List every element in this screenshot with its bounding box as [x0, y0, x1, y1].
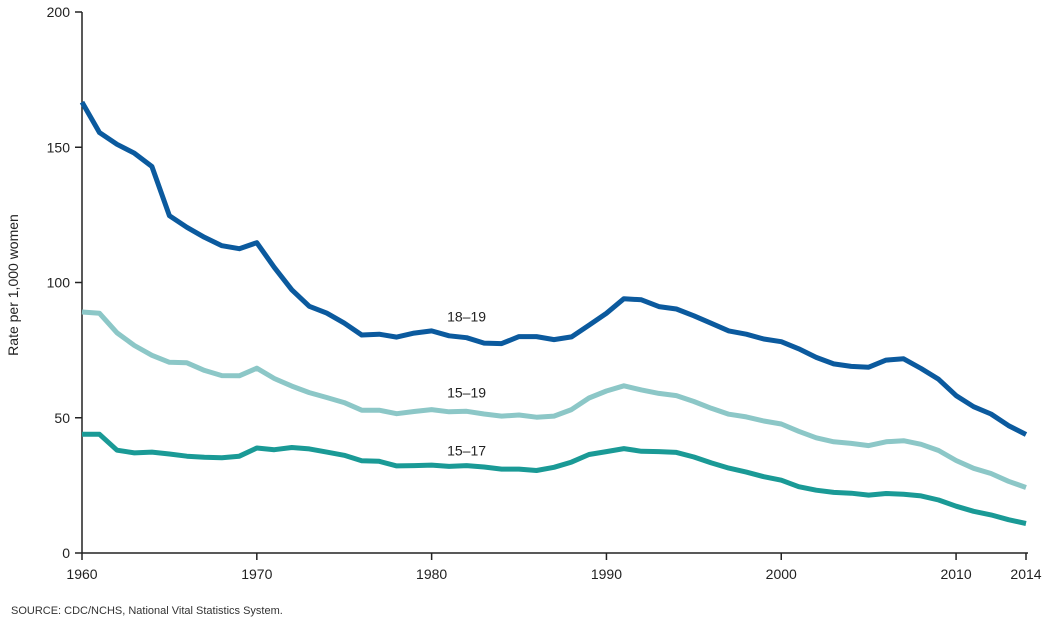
series-label-0: 18–19 [447, 309, 486, 325]
x-tick-label: 2010 [940, 566, 971, 582]
source-note: SOURCE: CDC/NCHS, National Vital Statist… [11, 605, 283, 617]
y-tick-label: 0 [62, 545, 70, 561]
axes: 0 50 100 150 200 1960 1970 1980 1990 2000 2010 201… [47, 4, 1042, 582]
y-axis-title: Rate per 1,000 women [5, 214, 21, 356]
y-ticks: 0 50 100 150 200 [47, 4, 82, 561]
x-tick-label: 1990 [591, 566, 622, 582]
y-tick-label: 100 [47, 275, 71, 291]
series-label-2: 15–17 [447, 443, 486, 459]
series-line-2 [82, 431, 1027, 526]
y-tick-label: 150 [47, 139, 71, 155]
line-chart: 0 50 100 150 200 1960 1970 1980 1990 2000 2010 201… [5, 4, 1042, 582]
y-tick-label: 200 [47, 4, 71, 20]
series-group [79, 100, 1028, 526]
x-tick-label: 1970 [241, 566, 272, 582]
y-tick-label: 50 [54, 410, 70, 426]
series-line-0 [79, 100, 1028, 437]
x-tick-label: 1960 [66, 566, 97, 582]
annotation-group: 18–19 15–19 15–17 [447, 309, 486, 459]
x-ticks: 1960 1970 1980 1990 2000 2010 2014 [66, 553, 1042, 582]
series-label-1: 15–19 [447, 384, 486, 400]
x-tick-label: 2000 [766, 566, 797, 582]
x-tick-label: 2014 [1010, 566, 1041, 582]
series-line-1 [81, 309, 1027, 490]
x-tick-label: 1980 [416, 566, 447, 582]
